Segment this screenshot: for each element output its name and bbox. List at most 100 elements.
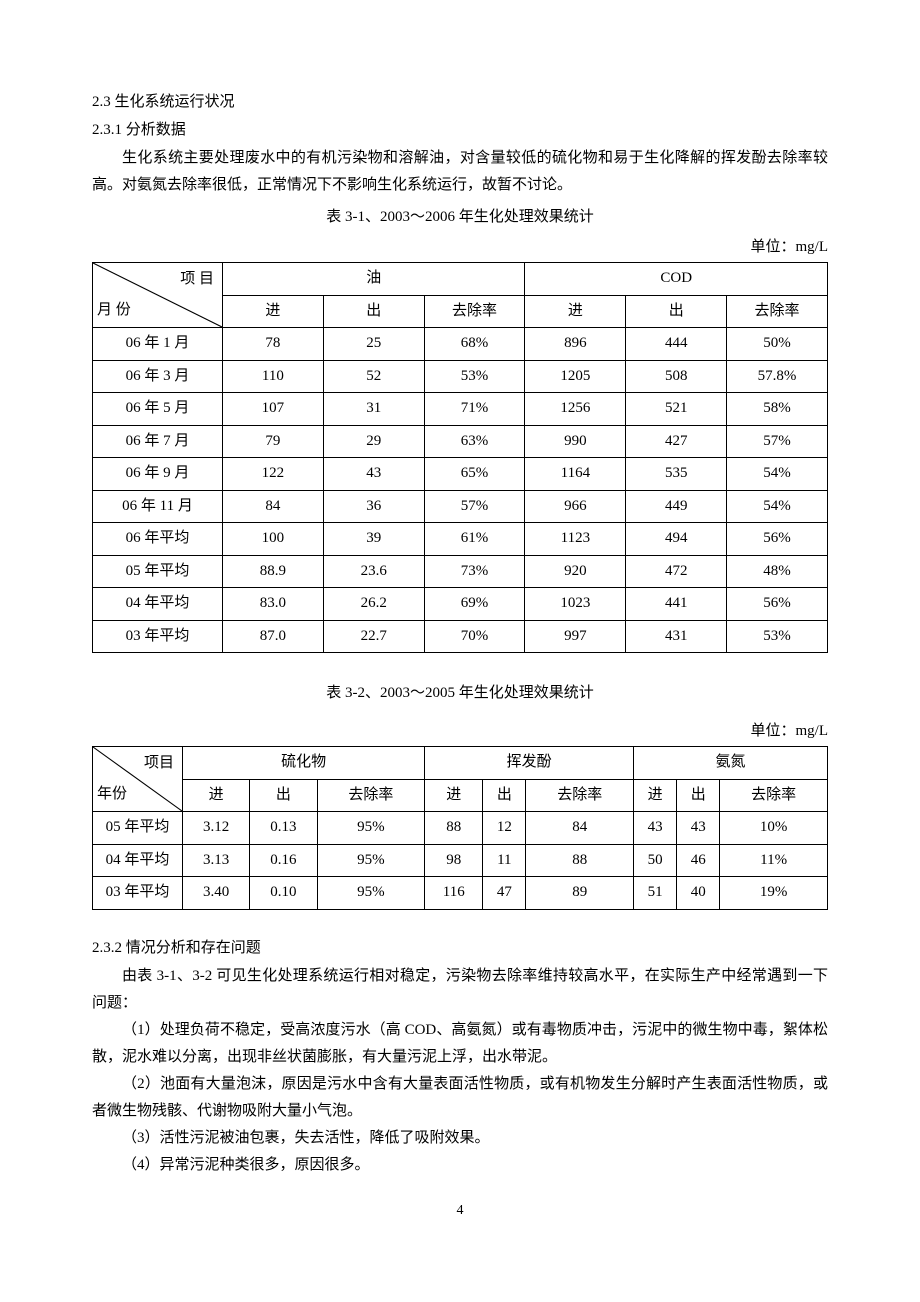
col-out: 出 bbox=[250, 779, 317, 812]
table-row: 04 年平均83.026.269%102344156% bbox=[93, 588, 828, 621]
table-3-2-title: 表 3-2、2003～2005 年生化处理效果统计 bbox=[92, 681, 828, 707]
col-out: 出 bbox=[323, 295, 424, 328]
table-cell: 1023 bbox=[525, 588, 626, 621]
table-cell: 966 bbox=[525, 490, 626, 523]
col-in: 进 bbox=[525, 295, 626, 328]
table-cell: 06 年平均 bbox=[93, 523, 223, 556]
table-cell: 88 bbox=[425, 812, 483, 845]
table-row: 06 年 11 月843657%96644954% bbox=[93, 490, 828, 523]
table-cell: 79 bbox=[222, 425, 323, 458]
table-cell: 73% bbox=[424, 555, 525, 588]
table-diagonal-header: 项目 年份 bbox=[93, 747, 183, 812]
table-cell: 12 bbox=[483, 812, 526, 845]
col-rate: 去除率 bbox=[720, 779, 828, 812]
table-row: 06 年 7 月792963%99042757% bbox=[93, 425, 828, 458]
table-cell: 29 bbox=[323, 425, 424, 458]
issue-1: （1）处理负荷不稳定，受高浓度污水（高 COD、高氨氮）或有毒物质冲击，污泥中的… bbox=[92, 1017, 828, 1071]
col-rate: 去除率 bbox=[317, 779, 425, 812]
table-cell: 36 bbox=[323, 490, 424, 523]
table-row: 03 年平均3.400.1095%1164789514019% bbox=[93, 877, 828, 910]
table-cell: 444 bbox=[626, 328, 727, 361]
table-cell: 22.7 bbox=[323, 620, 424, 653]
table-cell: 56% bbox=[727, 523, 828, 556]
table-cell: 04 年平均 bbox=[93, 844, 183, 877]
table-cell: 43 bbox=[634, 812, 677, 845]
table-cell: 03 年平均 bbox=[93, 620, 223, 653]
table-3-2-unit: 单位：mg/L bbox=[92, 719, 828, 745]
table-cell: 06 年 5 月 bbox=[93, 393, 223, 426]
table-cell: 3.12 bbox=[183, 812, 250, 845]
table-cell: 71% bbox=[424, 393, 525, 426]
table-cell: 494 bbox=[626, 523, 727, 556]
table-group-ammonia: 氨氮 bbox=[634, 747, 828, 780]
table-cell: 56% bbox=[727, 588, 828, 621]
table-cell: 51 bbox=[634, 877, 677, 910]
table-cell: 11 bbox=[483, 844, 526, 877]
table-cell: 122 bbox=[222, 458, 323, 491]
table-cell: 84 bbox=[222, 490, 323, 523]
table-cell: 0.10 bbox=[250, 877, 317, 910]
table-cell: 65% bbox=[424, 458, 525, 491]
table-cell: 89 bbox=[526, 877, 634, 910]
section-2-3-2-title: 2.3.2 情况分析和存在问题 bbox=[92, 936, 828, 962]
table-cell: 26.2 bbox=[323, 588, 424, 621]
table-cell: 10% bbox=[720, 812, 828, 845]
table-cell: 50 bbox=[634, 844, 677, 877]
table-cell: 43 bbox=[677, 812, 720, 845]
table-cell: 3.13 bbox=[183, 844, 250, 877]
table-group-oil: 油 bbox=[222, 263, 524, 296]
table-row: 05 年平均3.120.1395%881284434310% bbox=[93, 812, 828, 845]
table-cell: 88.9 bbox=[222, 555, 323, 588]
col-out: 出 bbox=[626, 295, 727, 328]
col-in: 进 bbox=[634, 779, 677, 812]
table-cell: 06 年 3 月 bbox=[93, 360, 223, 393]
table-header-row: 项 目 月 份 油 COD bbox=[93, 263, 828, 296]
table-cell: 990 bbox=[525, 425, 626, 458]
table-cell: 1205 bbox=[525, 360, 626, 393]
table-cell: 31 bbox=[323, 393, 424, 426]
analysis-intro: 由表 3-1、3-2 可见生化处理系统运行相对稳定，污染物去除率维持较高水平，在… bbox=[92, 963, 828, 1017]
table-cell: 1123 bbox=[525, 523, 626, 556]
table-cell: 69% bbox=[424, 588, 525, 621]
issue-4: （4）异常污泥种类很多，原因很多。 bbox=[92, 1152, 828, 1179]
table-cell: 116 bbox=[425, 877, 483, 910]
table-cell: 997 bbox=[525, 620, 626, 653]
table-cell: 03 年平均 bbox=[93, 877, 183, 910]
table-cell: 95% bbox=[317, 844, 425, 877]
table-cell: 11% bbox=[720, 844, 828, 877]
table-cell: 87.0 bbox=[222, 620, 323, 653]
table-cell: 57% bbox=[727, 425, 828, 458]
table-cell: 83.0 bbox=[222, 588, 323, 621]
table-cell: 06 年 9 月 bbox=[93, 458, 223, 491]
table-row: 06 年 1 月782568%89644450% bbox=[93, 328, 828, 361]
table-3-2: 项目 年份 硫化物 挥发酚 氨氮 进 出 去除率 进 出 去除率 进 出 去除率… bbox=[92, 746, 828, 910]
table-row: 06 年平均1003961%112349456% bbox=[93, 523, 828, 556]
table-row: 04 年平均3.130.1695%981188504611% bbox=[93, 844, 828, 877]
table-cell: 52 bbox=[323, 360, 424, 393]
table-group-phenol: 挥发酚 bbox=[425, 747, 634, 780]
table-cell: 05 年平均 bbox=[93, 812, 183, 845]
table-3-1: 项 目 月 份 油 COD 进 出 去除率 进 出 去除率 06 年 1 月78… bbox=[92, 262, 828, 653]
table-cell: 53% bbox=[727, 620, 828, 653]
table-cell: 95% bbox=[317, 877, 425, 910]
table-cell: 84 bbox=[526, 812, 634, 845]
table-cell: 06 年 1 月 bbox=[93, 328, 223, 361]
table-cell: 54% bbox=[727, 490, 828, 523]
table-cell: 110 bbox=[222, 360, 323, 393]
diag-label-top: 项 目 bbox=[180, 267, 214, 293]
table-cell: 70% bbox=[424, 620, 525, 653]
table-cell: 3.40 bbox=[183, 877, 250, 910]
table-cell: 58% bbox=[727, 393, 828, 426]
table-cell: 508 bbox=[626, 360, 727, 393]
table-3-1-unit: 单位：mg/L bbox=[92, 235, 828, 261]
table-header-row: 项目 年份 硫化物 挥发酚 氨氮 bbox=[93, 747, 828, 780]
table-cell: 53% bbox=[424, 360, 525, 393]
table-cell: 39 bbox=[323, 523, 424, 556]
table-cell: 04 年平均 bbox=[93, 588, 223, 621]
table-cell: 23.6 bbox=[323, 555, 424, 588]
table-cell: 43 bbox=[323, 458, 424, 491]
table-row: 06 年 3 月1105253%120550857.8% bbox=[93, 360, 828, 393]
table-cell: 25 bbox=[323, 328, 424, 361]
table-cell: 54% bbox=[727, 458, 828, 491]
table-row: 06 年 9 月1224365%116453554% bbox=[93, 458, 828, 491]
